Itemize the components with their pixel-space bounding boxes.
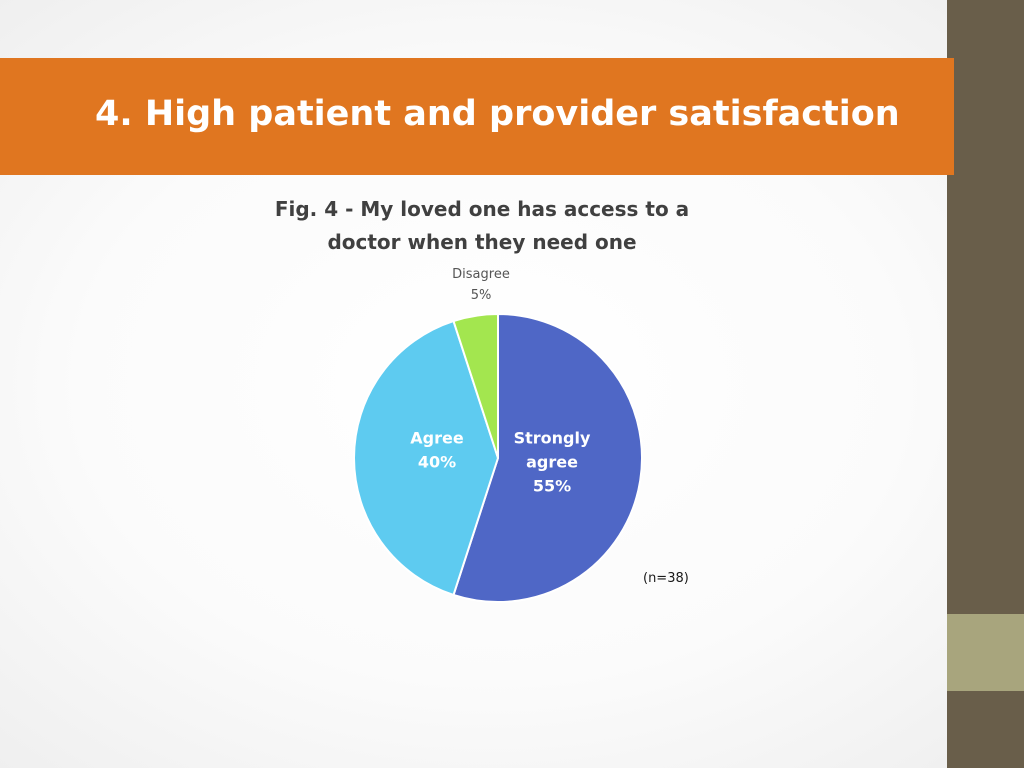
data-label-disagree: Disagree 5% (452, 267, 510, 303)
data-label-agree: Agree 40% (410, 429, 464, 472)
side-accent-block (947, 614, 1024, 691)
pie-slice-agree (353, 319, 500, 597)
sample-size-note: (n=38) (643, 571, 689, 586)
chart-title-line-2: doctor when they need one (327, 230, 637, 254)
data-label-strongly-agree: Strongly agree 55% (514, 429, 591, 496)
chart-title: Fig. 4 - My loved one has access to a do… (232, 193, 732, 259)
pie-slice-disagree (452, 312, 499, 459)
chart-title-line-1: Fig. 4 - My loved one has access to a (274, 197, 690, 221)
slide-title: 4. High patient and provider satisfactio… (95, 94, 900, 134)
pie-slice-strongly-agree (452, 312, 643, 603)
title-banner (0, 58, 954, 175)
